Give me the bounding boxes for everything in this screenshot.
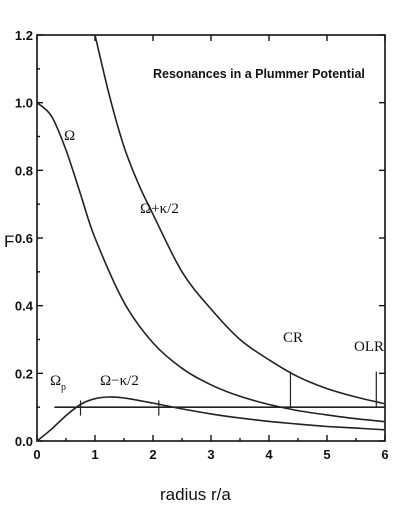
- y-tick-label: 0.0: [15, 434, 33, 449]
- series-label-omega: Ω: [64, 128, 75, 144]
- y-tick-label: 0.2: [15, 366, 33, 381]
- tick-labels: 0 1 2 3 4 5 6 0.0 0.2 0.4 0.6 0.8 1.0 1.2: [15, 28, 389, 462]
- x-tick-label: 3: [207, 447, 214, 462]
- x-tick-label: 1: [91, 447, 98, 462]
- annotation-cr: CR: [283, 330, 303, 346]
- curve-omega: [36, 102, 386, 423]
- y-tick-label: 0.8: [15, 163, 33, 178]
- annotation-olr: OLR: [354, 339, 384, 355]
- x-axis-label: radius r/a: [160, 485, 231, 504]
- plot-frame: [36, 34, 386, 442]
- resonance-markers: [79, 371, 377, 416]
- series-label-omega-p-subscript: p: [61, 382, 66, 393]
- ticks: [36, 34, 386, 442]
- curve-omega-minus-kappa: [36, 396, 386, 442]
- x-tick-label: 6: [381, 447, 388, 462]
- y-tick-label: 1.2: [15, 28, 33, 43]
- x-tick-label: 4: [265, 447, 273, 462]
- series-label-omega-p: Ω p: [50, 373, 66, 393]
- x-tick-label: 0: [33, 447, 40, 462]
- y-tick-label: 0.4: [15, 299, 34, 314]
- curves: [36, 34, 386, 442]
- curve-omega-plus-kappa: [94, 34, 386, 405]
- y-tick-label: 0.6: [15, 231, 33, 246]
- x-tick-label: 2: [149, 447, 156, 462]
- chart-title: Resonances in a Plummer Potential: [153, 67, 365, 81]
- y-tick-label: 1.0: [15, 96, 33, 111]
- series-label-omega-plus-kappa: Ω+κ/2: [140, 201, 179, 217]
- axes: [36, 34, 386, 442]
- series-label-omega-minus-kappa: Ω−κ/2: [100, 373, 139, 389]
- x-tick-label: 5: [323, 447, 330, 462]
- series-label-omega-p-main: Ω: [50, 373, 61, 389]
- y-axis-label: F: [4, 232, 14, 251]
